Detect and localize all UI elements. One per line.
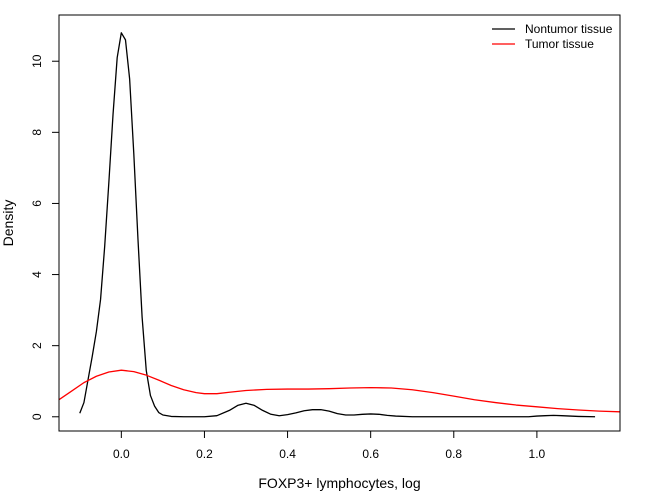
x-tick-label: 0.2 (196, 447, 213, 461)
y-tick-label: 4 (30, 271, 44, 278)
y-tick-label: 0 (30, 413, 44, 420)
y-axis-title: Density (0, 200, 16, 247)
axes-layer: 0.0 0.2 0.4 0.6 0.8 1.0 0 2 4 6 8 10 (30, 54, 546, 461)
y-tick-label: 6 (30, 200, 44, 207)
x-axis-title: FOXP3+ lymphocytes, log (258, 475, 420, 491)
x-tick-label: 0.4 (279, 447, 296, 461)
y-tick-label: 2 (30, 342, 44, 349)
y-tick-label: 10 (30, 54, 44, 68)
series-line-tumor (59, 369, 620, 413)
series-layer (59, 32, 620, 418)
x-tick-label: 0.0 (113, 447, 130, 461)
series-line-nontumor (79, 32, 596, 418)
plot-frame (58, 14, 621, 432)
x-tick-label: 0.6 (362, 447, 379, 461)
x-tick-label: 0.8 (445, 447, 462, 461)
x-tick-label: 1.0 (529, 447, 546, 461)
y-tick-label: 8 (30, 129, 44, 136)
legend-label: Tumor tissue (525, 37, 594, 51)
legend-label: Nontumor tissue (525, 22, 613, 36)
